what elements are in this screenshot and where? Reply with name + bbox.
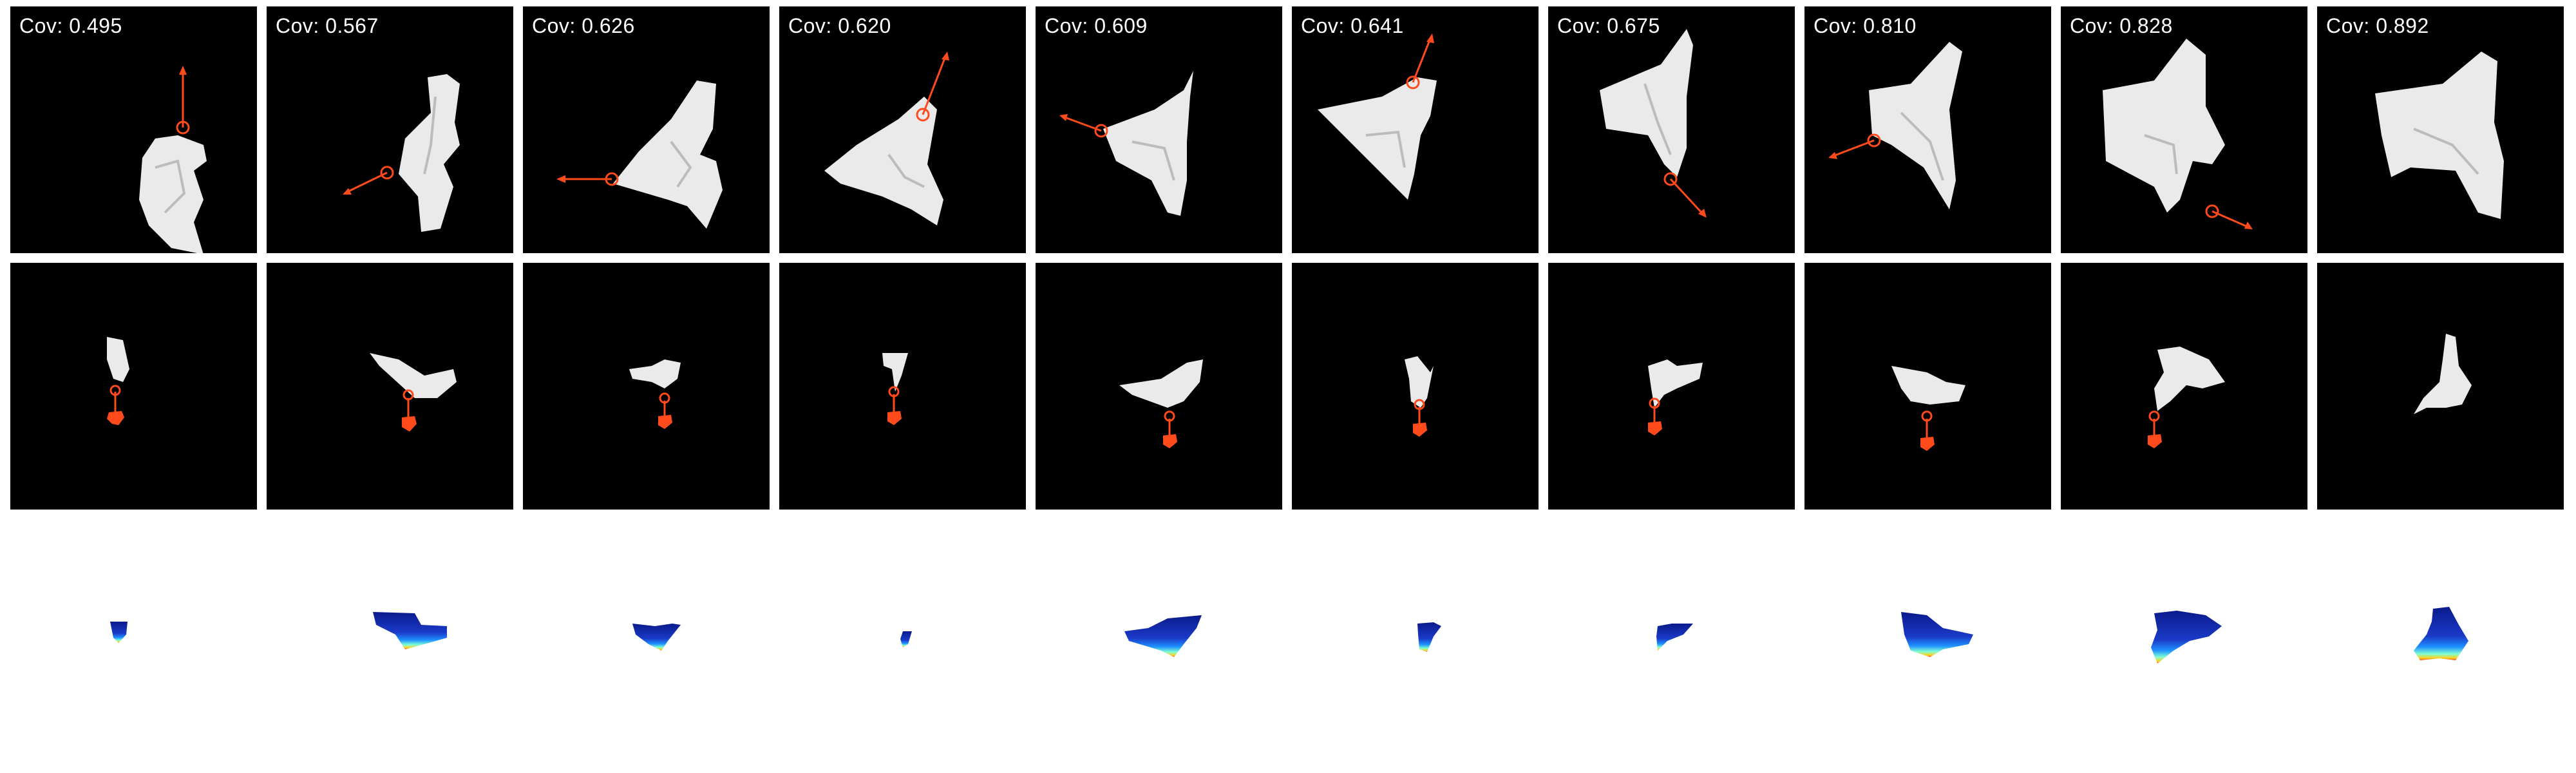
- coverage-label: Cov: 0.810: [1814, 14, 1917, 37]
- observation-panel-1: Cov: 0.495: [10, 6, 257, 253]
- depth-map-4: [900, 631, 912, 647]
- circle-marker-icon: [380, 166, 394, 180]
- observation-panel-2: Cov: 0.567: [267, 6, 513, 253]
- arrow-icon: [179, 66, 187, 128]
- observation-panel-10: Cov: 0.892: [2317, 6, 2564, 253]
- coverage-label: Cov: 0.620: [788, 14, 891, 37]
- circle-marker-icon: [176, 120, 190, 135]
- depth-panel-9: [2061, 554, 2307, 741]
- observation-row: Cov: 0.495 Cov: 0.567 Cov: 0.626: [0, 6, 2576, 254]
- depth-map-10: [2414, 607, 2468, 660]
- depth-panel-3: [523, 554, 770, 741]
- circle-marker-icon: [2205, 204, 2219, 218]
- observation-panel-8: Cov: 0.810: [1804, 6, 2051, 253]
- arrow-icon: [1412, 33, 1434, 83]
- cloth-observation-4: [824, 52, 949, 225]
- circle-marker-icon: [1867, 133, 1881, 148]
- pick-place-row: [0, 263, 2576, 511]
- action-panel-5: [1036, 263, 1282, 510]
- observation-panel-5: Cov: 0.609: [1036, 6, 1282, 253]
- depth-panel-5: [1036, 554, 1282, 741]
- cloth-observation-2: [343, 74, 460, 232]
- action-panel-9: [2061, 263, 2307, 510]
- arrow-icon: [1669, 178, 1707, 218]
- action-panel-8: [1804, 263, 2051, 510]
- depth-map-1: [110, 622, 128, 643]
- circle-marker-icon: [1094, 124, 1108, 138]
- coverage-label: Cov: 0.675: [1557, 14, 1660, 37]
- action-panel-2: [267, 263, 513, 510]
- depth-map-6: [1417, 622, 1441, 652]
- arrow-icon: [556, 175, 612, 183]
- cloth-action-3: [629, 359, 681, 429]
- cloth-action-7: [1648, 359, 1703, 435]
- action-panel-7: [1548, 263, 1795, 510]
- depth-panel-8: [1804, 554, 2051, 741]
- cloth-observation-10: [2375, 52, 2504, 219]
- cloth-action-1: [107, 337, 129, 425]
- coverage-label: Cov: 0.641: [1301, 14, 1404, 37]
- cloth-observation-7: [1600, 29, 1707, 218]
- depth-panel-4: [779, 554, 1026, 741]
- coverage-label: Cov: 0.828: [2070, 14, 2173, 37]
- cloth-action-4: [882, 353, 908, 425]
- cloth-action-2: [370, 353, 457, 432]
- circle-marker-icon: [1663, 172, 1678, 186]
- coverage-label: Cov: 0.626: [532, 14, 635, 37]
- circle-marker-icon: [1406, 75, 1420, 90]
- coverage-label: Cov: 0.609: [1045, 14, 1148, 37]
- cloth-observation-8: [1828, 42, 1962, 209]
- depth-panel-6: [1292, 554, 1539, 741]
- depth-panel-2: [267, 554, 513, 741]
- circle-marker-icon: [605, 172, 619, 186]
- depth-map-2: [373, 612, 447, 649]
- cloth-observation-9: [2103, 39, 2253, 229]
- cloth-action-5: [1119, 359, 1203, 448]
- cloth-action-10: [2414, 334, 2472, 414]
- depth-map-9: [2151, 611, 2222, 663]
- coverage-label: Cov: 0.892: [2326, 14, 2429, 37]
- coverage-label: Cov: 0.495: [19, 14, 122, 37]
- depth-panel-7: [1548, 554, 1795, 741]
- observation-panel-7: Cov: 0.675: [1548, 6, 1795, 253]
- depth-panel-1: [10, 554, 257, 741]
- cloth-action-8: [1891, 366, 1965, 451]
- cloth-observation-5: [1059, 71, 1193, 216]
- observation-panel-4: Cov: 0.620: [779, 6, 1026, 253]
- action-panel-3: [523, 263, 770, 510]
- action-panel-6: [1292, 263, 1539, 510]
- cloth-action-6: [1405, 356, 1434, 437]
- depth-map-8: [1901, 612, 1973, 657]
- depth-map-5: [1124, 615, 1202, 657]
- cloth-observation-3: [556, 81, 723, 229]
- depth-map-3: [632, 624, 681, 651]
- depth-map-7: [1656, 624, 1693, 651]
- depth-panel-10: [2317, 554, 2564, 741]
- observation-panel-6: Cov: 0.641: [1292, 6, 1539, 253]
- arrow-icon: [343, 171, 388, 195]
- action-panel-1: [10, 263, 257, 510]
- arrow-icon: [922, 52, 949, 115]
- coverage-label: Cov: 0.567: [276, 14, 379, 37]
- action-panel-4: [779, 263, 1026, 510]
- arrow-icon: [1059, 114, 1102, 132]
- cloth-action-9: [2148, 347, 2225, 448]
- observation-panel-3: Cov: 0.626: [523, 6, 770, 253]
- cloth-observation-1: [139, 66, 207, 253]
- action-panel-10: [2317, 263, 2564, 510]
- observation-panel-9: Cov: 0.828: [2061, 6, 2307, 253]
- depth-row: [0, 554, 2576, 741]
- cloth-observation-6: [1318, 33, 1437, 200]
- circle-marker-icon: [916, 108, 930, 122]
- arrow-icon: [1828, 139, 1875, 159]
